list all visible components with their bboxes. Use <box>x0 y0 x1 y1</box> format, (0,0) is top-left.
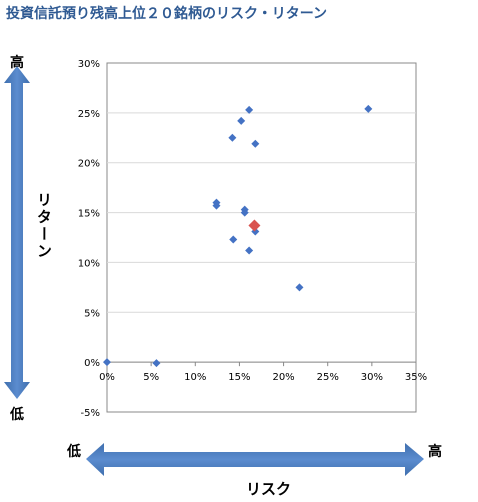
x-tick-labels: 0% 5% 10% 15% 20% 25% 30% 35% <box>99 362 427 383</box>
y-tick-label: 0% <box>84 358 100 369</box>
y-axis-label: リターン <box>35 192 53 260</box>
data-point <box>212 201 221 210</box>
y-tick-label: 15% <box>78 209 100 220</box>
data-point <box>245 105 254 114</box>
data-point <box>240 208 249 217</box>
x-tick-label: 5% <box>143 372 159 383</box>
x-axis-label: リスク <box>246 480 292 498</box>
highlight-point <box>248 219 261 232</box>
y-tick-label: 10% <box>78 258 100 269</box>
data-point <box>228 133 237 142</box>
y-tick-label: 5% <box>84 308 100 319</box>
x-tick-label: 30% <box>361 372 383 383</box>
plot-frame <box>106 62 417 413</box>
x-tick-label: 20% <box>272 372 294 383</box>
y-tick-labels: 30% 25% 20% 15% 10% 5% 0% -5% <box>78 59 100 419</box>
y-tick-label: 30% <box>78 59 100 70</box>
x-axis-high-label: 高 <box>428 444 442 460</box>
data-points <box>103 104 373 368</box>
y-tick-label: 25% <box>78 109 100 120</box>
x-arrow <box>86 443 424 476</box>
chart-title: 投資信託預り残高上位２０銘柄のリスク・リターン <box>6 6 328 22</box>
data-point <box>103 358 111 367</box>
gridlines <box>107 112 416 363</box>
y-tick-label: 20% <box>78 159 100 170</box>
y-axis-low-label: 低 <box>10 407 24 423</box>
y-axis-high-label: 高 <box>10 55 24 71</box>
x-tick-label: 15% <box>228 372 250 383</box>
data-point <box>152 359 161 368</box>
data-point <box>237 116 246 125</box>
x-tick-label: 35% <box>405 372 427 383</box>
y-tick-label: -5% <box>81 408 100 419</box>
data-point <box>364 104 373 113</box>
data-point <box>251 139 260 148</box>
x-axis-low-label: 低 <box>67 444 81 460</box>
x-tick-label: 25% <box>317 372 339 383</box>
y-arrow <box>4 66 30 399</box>
data-point <box>295 283 304 292</box>
x-tick-label: 0% <box>99 372 115 383</box>
x-tick-label: 10% <box>184 372 206 383</box>
data-point <box>245 246 254 255</box>
data-point <box>229 235 238 244</box>
